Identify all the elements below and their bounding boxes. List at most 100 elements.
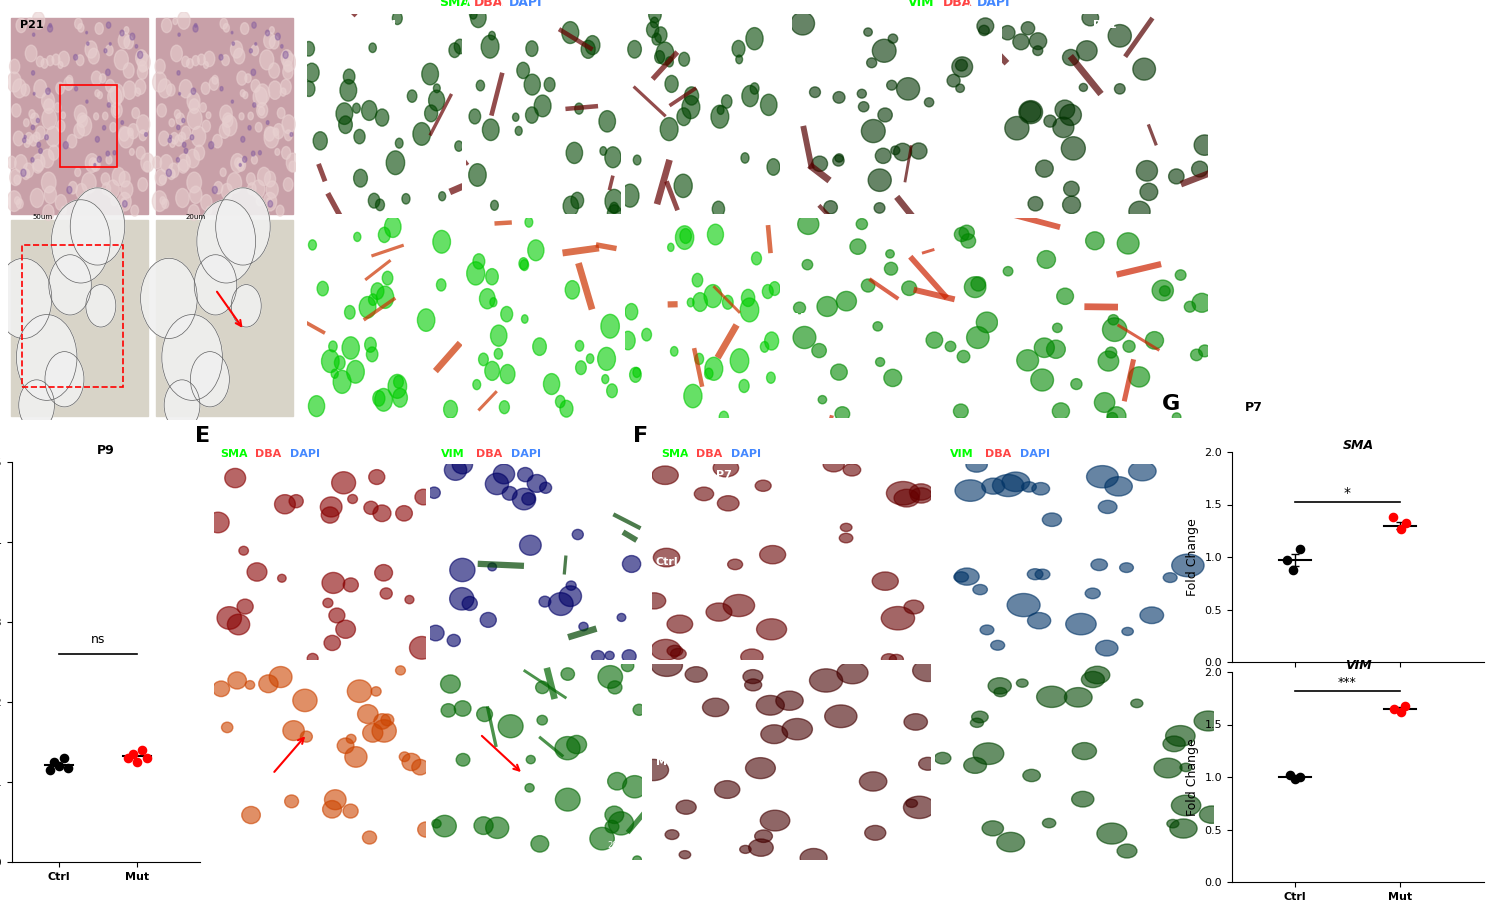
Circle shape bbox=[1194, 135, 1215, 156]
Bar bbox=[22, 245, 123, 387]
Circle shape bbox=[604, 820, 619, 833]
Circle shape bbox=[538, 596, 550, 608]
Circle shape bbox=[240, 90, 244, 96]
Circle shape bbox=[374, 505, 392, 522]
Circle shape bbox=[1118, 844, 1137, 858]
Circle shape bbox=[1054, 100, 1074, 119]
Circle shape bbox=[182, 126, 190, 140]
Circle shape bbox=[110, 84, 125, 104]
Circle shape bbox=[242, 137, 244, 142]
Circle shape bbox=[123, 201, 128, 207]
Circle shape bbox=[676, 800, 696, 814]
Circle shape bbox=[486, 817, 508, 839]
Circle shape bbox=[1167, 819, 1179, 828]
Text: ns: ns bbox=[92, 633, 105, 646]
Circle shape bbox=[1080, 84, 1088, 92]
Circle shape bbox=[598, 111, 615, 132]
Circle shape bbox=[123, 81, 136, 99]
Circle shape bbox=[22, 163, 33, 178]
Circle shape bbox=[1059, 104, 1082, 125]
Text: n=  3: n= 3 bbox=[1284, 688, 1311, 698]
Bar bbox=[156, 220, 292, 416]
Circle shape bbox=[904, 600, 924, 614]
Circle shape bbox=[76, 112, 87, 128]
Circle shape bbox=[188, 109, 202, 130]
Circle shape bbox=[166, 169, 171, 176]
Circle shape bbox=[970, 718, 984, 727]
Circle shape bbox=[248, 112, 254, 120]
Circle shape bbox=[366, 346, 378, 362]
Circle shape bbox=[183, 142, 186, 148]
Circle shape bbox=[668, 615, 693, 633]
Circle shape bbox=[956, 84, 964, 93]
Circle shape bbox=[651, 639, 681, 661]
Circle shape bbox=[13, 131, 24, 146]
Circle shape bbox=[956, 480, 986, 501]
Circle shape bbox=[237, 158, 246, 171]
Text: DBA: DBA bbox=[255, 449, 282, 459]
Circle shape bbox=[974, 742, 1004, 764]
Circle shape bbox=[812, 344, 826, 357]
Text: DBA: DBA bbox=[476, 449, 502, 459]
Circle shape bbox=[525, 217, 532, 227]
Point bbox=[1281, 562, 1305, 577]
Circle shape bbox=[204, 51, 214, 67]
Circle shape bbox=[92, 71, 102, 86]
Circle shape bbox=[970, 277, 986, 291]
Circle shape bbox=[576, 361, 586, 374]
Text: DAPI: DAPI bbox=[976, 0, 1011, 9]
Circle shape bbox=[1002, 472, 1029, 491]
Circle shape bbox=[490, 325, 507, 346]
Circle shape bbox=[890, 654, 903, 664]
Circle shape bbox=[1017, 679, 1028, 688]
Circle shape bbox=[982, 821, 1004, 836]
Circle shape bbox=[160, 155, 172, 172]
Circle shape bbox=[410, 636, 434, 659]
Circle shape bbox=[396, 666, 405, 675]
Circle shape bbox=[608, 680, 622, 694]
Circle shape bbox=[96, 137, 99, 142]
Circle shape bbox=[978, 25, 990, 36]
Y-axis label: Fold Change: Fold Change bbox=[1186, 518, 1198, 596]
Circle shape bbox=[422, 63, 438, 85]
Circle shape bbox=[202, 121, 210, 132]
Circle shape bbox=[243, 92, 248, 99]
Circle shape bbox=[536, 681, 549, 694]
Circle shape bbox=[918, 757, 938, 770]
Circle shape bbox=[63, 141, 69, 149]
Circle shape bbox=[760, 94, 777, 115]
Point bbox=[1278, 768, 1302, 782]
Circle shape bbox=[561, 668, 574, 680]
Circle shape bbox=[206, 112, 212, 119]
Text: P28: P28 bbox=[692, 20, 715, 31]
Circle shape bbox=[48, 145, 58, 160]
Point bbox=[1389, 705, 1413, 719]
Circle shape bbox=[44, 99, 54, 113]
Circle shape bbox=[494, 464, 514, 484]
Circle shape bbox=[182, 118, 184, 122]
Circle shape bbox=[580, 40, 596, 58]
Circle shape bbox=[53, 54, 60, 65]
Circle shape bbox=[201, 194, 211, 211]
Circle shape bbox=[1098, 500, 1118, 514]
Text: E: E bbox=[195, 426, 210, 446]
Circle shape bbox=[216, 188, 270, 266]
Circle shape bbox=[12, 104, 21, 117]
Circle shape bbox=[42, 109, 57, 130]
Circle shape bbox=[1086, 232, 1104, 250]
Circle shape bbox=[1132, 58, 1155, 80]
Circle shape bbox=[1162, 736, 1185, 752]
Circle shape bbox=[1096, 824, 1126, 844]
Circle shape bbox=[309, 239, 316, 250]
Text: DAPI: DAPI bbox=[290, 449, 320, 459]
Circle shape bbox=[86, 284, 116, 327]
Circle shape bbox=[158, 79, 171, 98]
Circle shape bbox=[1107, 412, 1118, 423]
Circle shape bbox=[222, 55, 230, 66]
Bar bbox=[60, 86, 117, 167]
Circle shape bbox=[861, 120, 885, 142]
Circle shape bbox=[840, 523, 852, 532]
Circle shape bbox=[8, 191, 21, 211]
Point bbox=[135, 751, 159, 765]
Circle shape bbox=[836, 407, 849, 421]
